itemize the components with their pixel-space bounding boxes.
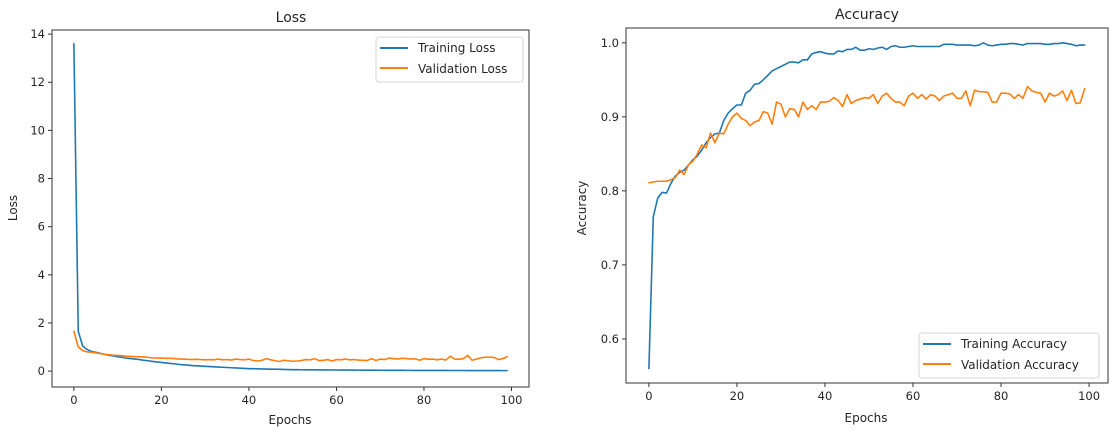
loss-legend: Training Loss Validation Loss — [375, 36, 524, 83]
accuracy-x-tick-label: 40 — [818, 389, 833, 403]
accuracy-series-training-line — [648, 42, 1086, 370]
loss-series-validation-line — [73, 330, 508, 363]
loss-legend-box — [375, 36, 524, 83]
loss-x-tick-label: 40 — [242, 393, 257, 407]
loss-x-ticks: 0 20 40 60 80 100 — [70, 387, 522, 407]
accuracy-legend-validation-label: Validation Accuracy — [961, 358, 1079, 372]
accuracy-y-axis-label: Accuracy — [575, 181, 589, 236]
accuracy-x-tick-label: 20 — [730, 389, 745, 403]
loss-series — [73, 42, 508, 372]
accuracy-series-validation-line — [648, 85, 1086, 184]
accuracy-series — [648, 42, 1086, 370]
loss-x-tick-label: 100 — [501, 393, 523, 407]
loss-x-tick-label: 60 — [329, 393, 344, 407]
accuracy-y-tick-label: 0.7 — [601, 258, 619, 272]
accuracy-chart: Accuracy Epochs Accuracy 0 20 40 60 80 100 0.… — [575, 7, 1109, 425]
loss-x-tick-label: 0 — [70, 393, 77, 407]
loss-x-tick-label: 20 — [154, 393, 169, 407]
accuracy-legend: Training Accuracy Validation Accuracy — [918, 332, 1100, 379]
accuracy-x-tick-label: 100 — [1078, 389, 1100, 403]
loss-legend-training-label: Training Loss — [417, 41, 495, 55]
accuracy-y-ticks: 0.6 0.7 0.8 0.9 1.0 — [601, 36, 626, 346]
accuracy-y-tick-label: 0.6 — [601, 332, 619, 346]
accuracy-y-tick-label: 0.9 — [601, 110, 619, 124]
accuracy-legend-box — [918, 332, 1100, 379]
loss-y-tick-label: 2 — [38, 316, 45, 330]
loss-chart-title: Loss — [276, 10, 307, 26]
loss-y-tick-label: 4 — [38, 268, 45, 282]
loss-x-axis-label: Epochs — [269, 413, 312, 427]
loss-series-training-line — [73, 42, 508, 372]
accuracy-x-tick-label: 80 — [994, 389, 1009, 403]
accuracy-x-tick-label: 60 — [906, 389, 921, 403]
accuracy-x-axis-label: Epochs — [845, 411, 888, 425]
loss-y-axis-label: Loss — [6, 195, 20, 221]
loss-x-tick-label: 80 — [417, 393, 432, 407]
loss-y-tick-label: 8 — [38, 172, 45, 186]
loss-axes-frame — [51, 29, 530, 388]
accuracy-x-tick-label: 0 — [645, 389, 652, 403]
loss-legend-validation-label: Validation Loss — [418, 62, 507, 76]
loss-y-tick-label: 10 — [30, 123, 45, 137]
accuracy-axes-frame — [625, 27, 1109, 384]
loss-y-tick-label: 0 — [38, 364, 45, 378]
accuracy-legend-training-label: Training Accuracy — [960, 337, 1067, 351]
loss-y-ticks: 0 2 4 6 8 10 12 14 — [30, 27, 52, 378]
loss-y-tick-label: 12 — [30, 75, 45, 89]
accuracy-chart-title: Accuracy — [835, 7, 899, 23]
loss-chart: Loss Epochs Loss 0 20 40 60 80 100 0 2 4 6 8 10 12 1… — [6, 10, 530, 427]
loss-y-tick-label: 14 — [30, 27, 45, 41]
accuracy-x-ticks: 0 20 40 60 80 100 — [645, 383, 1100, 403]
accuracy-y-tick-label: 0.8 — [601, 184, 619, 198]
accuracy-y-tick-label: 1.0 — [601, 36, 619, 50]
loss-y-tick-label: 6 — [38, 220, 45, 234]
